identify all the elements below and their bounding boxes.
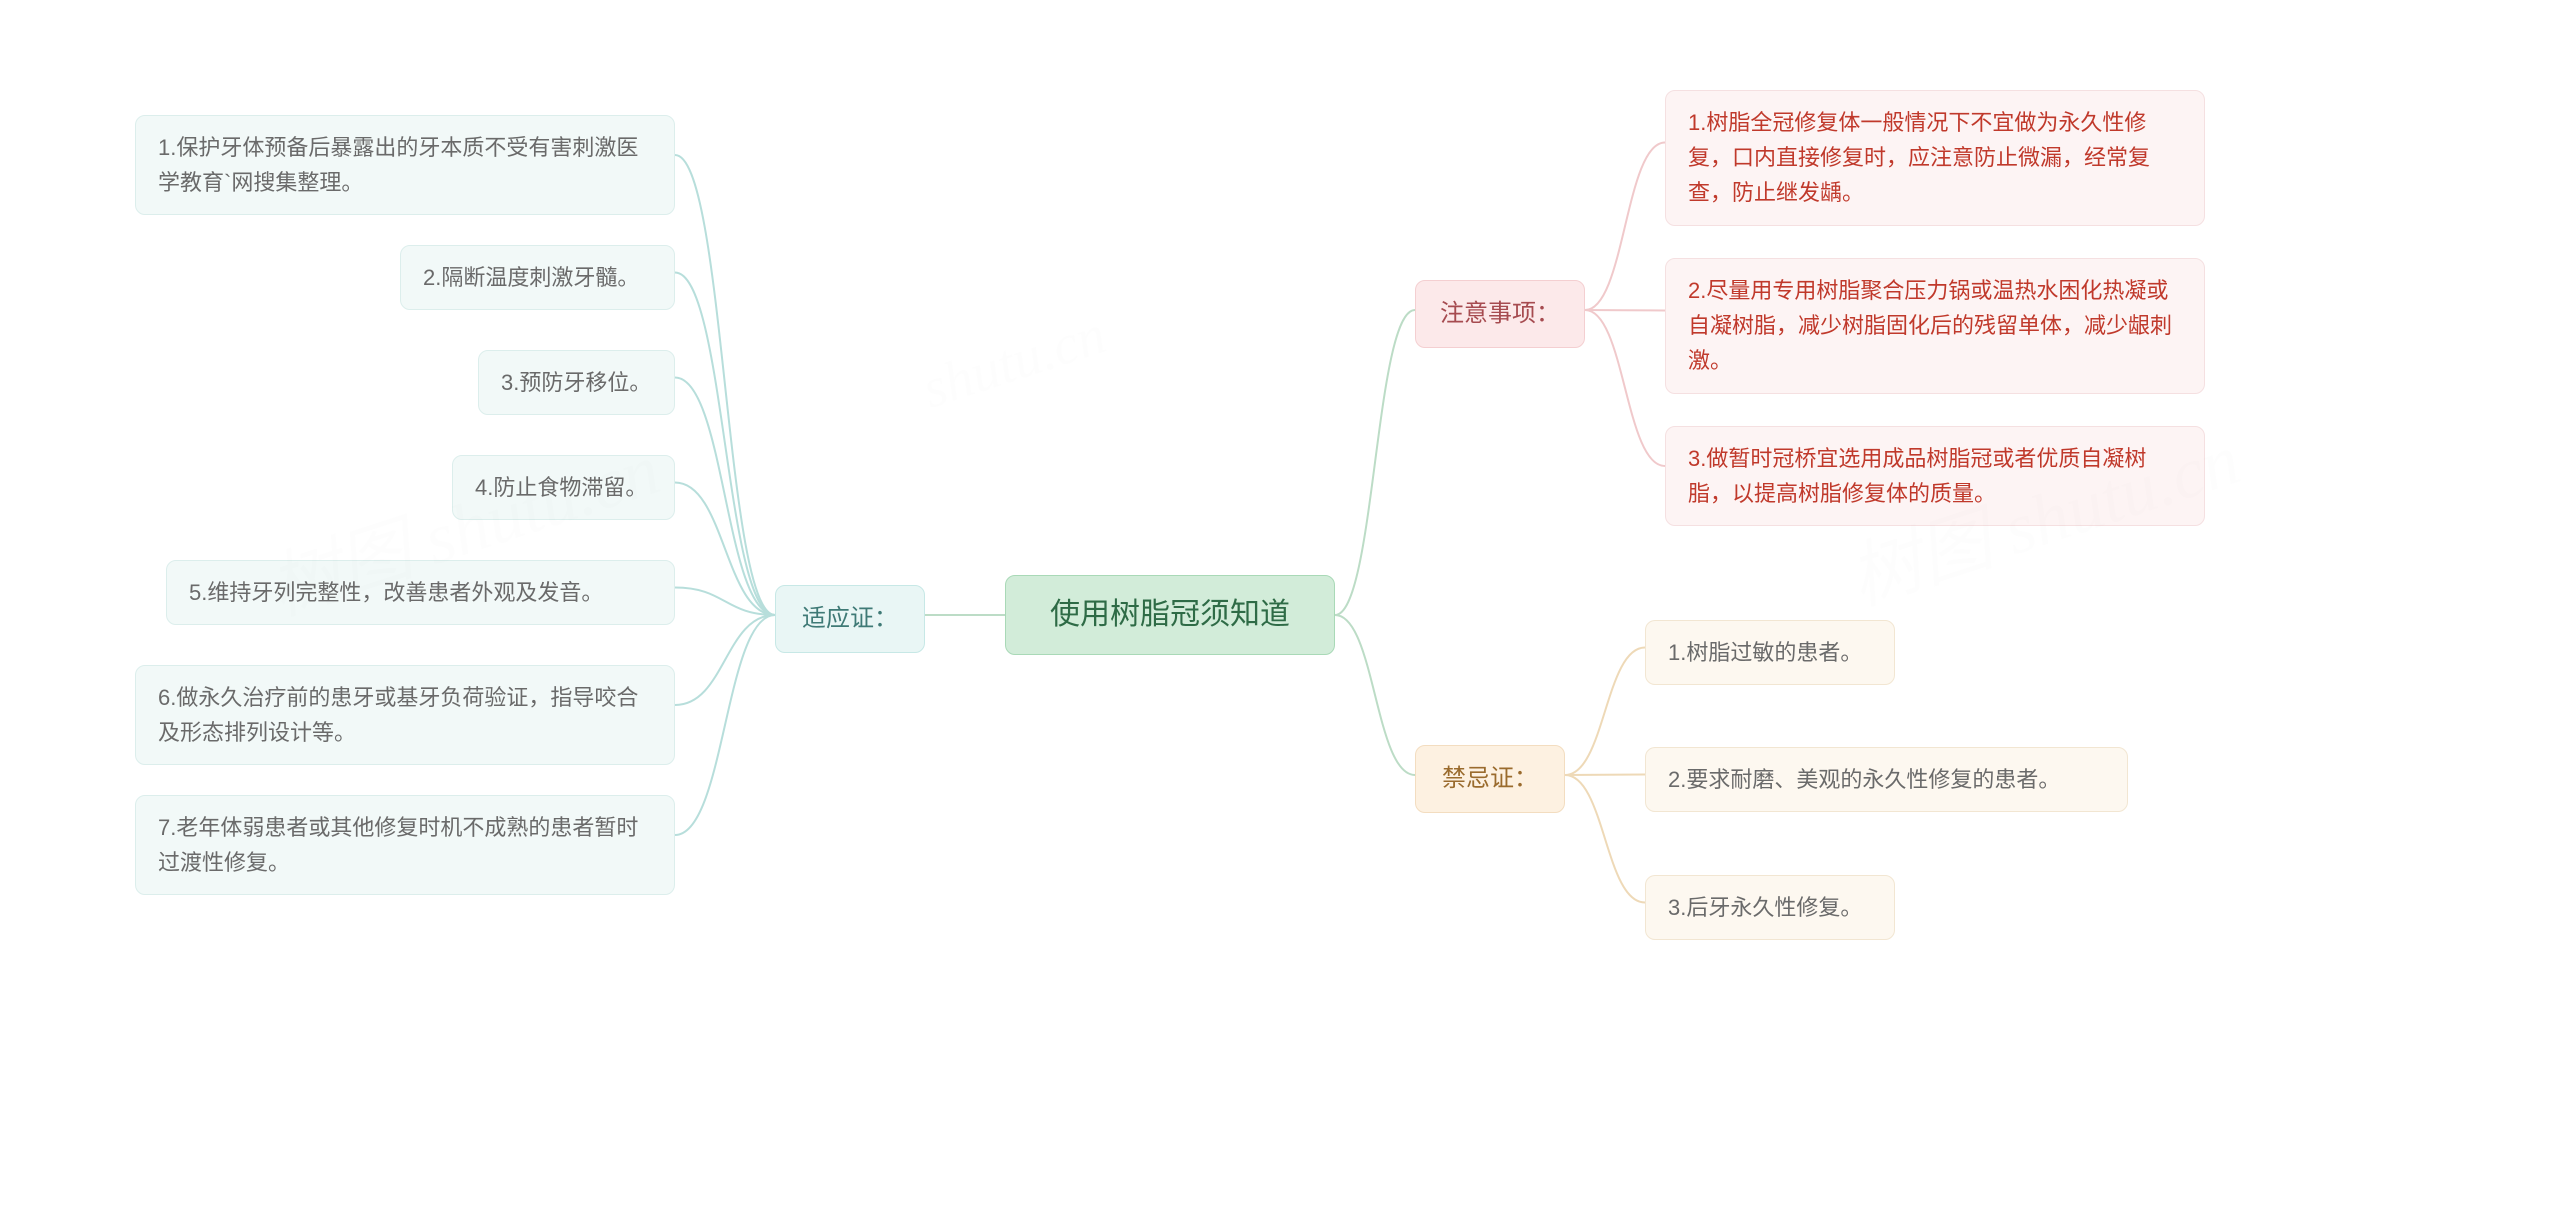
branch-precautions: 注意事项： [1415, 280, 1585, 348]
leaf-contra-1: 1.树脂过敏的患者。 [1645, 620, 1895, 685]
leaf-precautions-3: 3.做暂时冠桥宜选用成品树脂冠或者优质自凝树脂，以提高树脂修复体的质量。 [1665, 426, 2205, 526]
leaf-precautions-1: 1.树脂全冠修复体一般情况下不宜做为永久性修复，口内直接修复时，应注意防止微漏，… [1665, 90, 2205, 226]
leaf-indications-3: 3.预防牙移位。 [478, 350, 675, 415]
branch-indications: 适应证： [775, 585, 925, 653]
leaf-indications-1: 1.保护牙体预备后暴露出的牙本质不受有害刺激医学教育`网搜集整理。 [135, 115, 675, 215]
leaf-indications-4: 4.防止食物滞留。 [452, 455, 675, 520]
watermark-2: shutu.cn [915, 302, 1114, 421]
leaf-contra-2: 2.要求耐磨、美观的永久性修复的患者。 [1645, 747, 2128, 812]
leaf-indications-6: 6.做永久治疗前的患牙或基牙负荷验证，指导咬合及形态排列设计等。 [135, 665, 675, 765]
leaf-precautions-2: 2.尽量用专用树脂聚合压力锅或温热水困化热凝或自凝树脂，减少树脂固化后的残留单体… [1665, 258, 2205, 394]
root-node: 使用树脂冠须知道 [1005, 575, 1335, 655]
leaf-indications-5: 5.维持牙列完整性，改善患者外观及发音。 [166, 560, 675, 625]
leaf-indications-7: 7.老年体弱患者或其他修复时机不成熟的患者暂时过渡性修复。 [135, 795, 675, 895]
branch-contra: 禁忌证： [1415, 745, 1565, 813]
leaf-indications-2: 2.隔断温度刺激牙髓。 [400, 245, 675, 310]
leaf-contra-3: 3.后牙永久性修复。 [1645, 875, 1895, 940]
